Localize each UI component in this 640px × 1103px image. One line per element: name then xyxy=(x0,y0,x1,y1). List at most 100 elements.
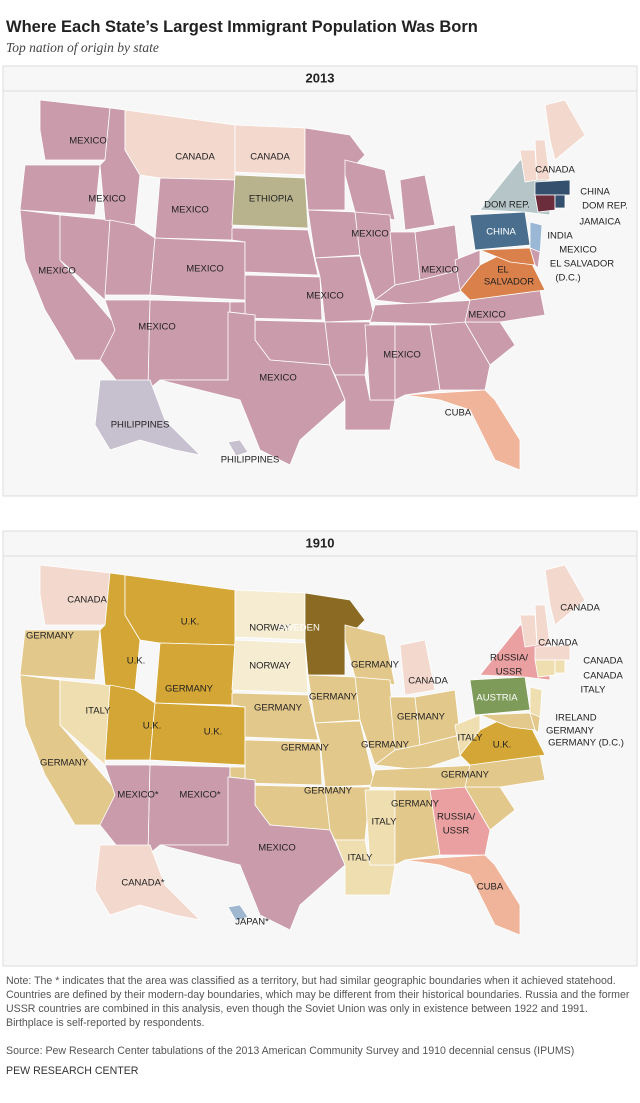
map-label: MEXICO xyxy=(421,265,458,276)
map-label: CANADA xyxy=(535,165,575,176)
map-label: ITALY xyxy=(458,733,484,744)
map-label: ITALY xyxy=(581,685,607,696)
map-label: SWEDEN xyxy=(278,623,320,634)
map-label: PHILIPPINES xyxy=(221,455,280,466)
year: 1910 xyxy=(306,535,335,550)
state xyxy=(334,374,396,431)
map-label: GERMANY xyxy=(397,712,446,723)
map-label: AUSTRIA xyxy=(476,693,518,704)
map-label: MEXICO xyxy=(88,194,125,205)
map-label: CANADA xyxy=(175,152,215,163)
map-label: RUSSIA/ xyxy=(490,653,528,664)
map-label: GERMANY xyxy=(309,692,358,703)
state xyxy=(454,714,481,756)
state xyxy=(334,839,396,896)
map-label: GERMANY (D.C.) xyxy=(548,738,624,749)
state xyxy=(404,389,521,471)
map-label: CANADA xyxy=(250,152,290,163)
state xyxy=(404,854,521,936)
map-label: MEXICO xyxy=(259,373,296,384)
state xyxy=(534,139,551,181)
map-label: NORWAY xyxy=(249,661,291,672)
map-label: CUBA xyxy=(477,882,504,893)
map-label: CANADA xyxy=(67,595,107,606)
state xyxy=(399,639,436,696)
state xyxy=(39,99,111,161)
state xyxy=(429,786,491,856)
map-label: CANADA xyxy=(560,603,600,614)
credit: PEW RESEARCH CENTER xyxy=(6,1065,139,1077)
state xyxy=(544,564,586,626)
state xyxy=(154,642,236,706)
map-label: DOM REP. xyxy=(582,201,628,212)
state xyxy=(534,659,556,678)
map-label: EL SALVADOR xyxy=(550,259,614,270)
map-label: MEXICO xyxy=(559,245,596,256)
state xyxy=(159,311,346,466)
state xyxy=(394,789,441,866)
map-label: RUSSIA/ xyxy=(437,812,475,823)
state xyxy=(394,324,441,401)
map-label: MEXICO xyxy=(171,205,208,216)
map-label: MEXICO* xyxy=(179,790,220,801)
map-label: GERMANY xyxy=(40,758,89,769)
state xyxy=(231,692,319,741)
state xyxy=(19,629,101,681)
map-label: USSR xyxy=(443,826,470,837)
map-label: MEXICO xyxy=(383,350,420,361)
map-label: U.K. xyxy=(143,721,161,732)
map-label: GERMANY xyxy=(254,703,303,714)
state xyxy=(94,844,202,921)
state xyxy=(534,604,551,646)
state xyxy=(314,720,376,788)
state xyxy=(149,702,246,766)
map-label: CANADA xyxy=(538,638,578,649)
map-label: CANADA* xyxy=(121,878,165,889)
map-label: (D.C.) xyxy=(555,273,580,284)
state xyxy=(19,164,101,216)
state xyxy=(231,174,309,229)
state xyxy=(529,712,541,734)
map-label: U.K. xyxy=(204,727,222,738)
state xyxy=(534,194,556,213)
state xyxy=(314,255,376,323)
map-label: GERMANY xyxy=(304,786,353,797)
state xyxy=(364,324,396,401)
state xyxy=(39,564,111,626)
map-label: GERMANY xyxy=(165,684,214,695)
source: Source: Pew Research Center tabulations … xyxy=(6,1045,575,1057)
state xyxy=(227,439,249,457)
map-label: EL xyxy=(497,265,509,276)
map-label: ITALY xyxy=(86,706,112,717)
map-label: U.K. xyxy=(127,656,145,667)
map-label: GERMANY xyxy=(441,770,490,781)
state xyxy=(94,379,202,456)
state xyxy=(429,321,491,391)
map-label: U.K. xyxy=(181,617,199,628)
subtitle: Top nation of origin by state xyxy=(6,40,159,55)
map-label: JAPAN* xyxy=(235,917,269,928)
state xyxy=(304,127,366,211)
map-label: JAMAICA xyxy=(579,217,621,228)
year: 2013 xyxy=(306,70,335,85)
map-label: CHINA xyxy=(580,187,610,198)
state xyxy=(231,227,319,276)
map-label: MEXICO* xyxy=(117,790,158,801)
map-label: CUBA xyxy=(445,408,472,419)
map-label: GERMANY xyxy=(26,631,75,642)
map-label: PHILIPPINES xyxy=(111,420,170,431)
state xyxy=(534,644,571,661)
map-label: GERMANY xyxy=(281,743,330,754)
state xyxy=(324,321,371,376)
state xyxy=(554,659,566,674)
state xyxy=(534,179,571,196)
map-label: CANADA xyxy=(408,676,448,687)
map-label: MEXICO xyxy=(351,229,388,240)
state xyxy=(147,299,231,391)
map-label: U.K. xyxy=(493,740,511,751)
note: Note: The * indicates that the area was … xyxy=(6,975,630,1029)
map-label: SALVADOR xyxy=(484,277,534,288)
state xyxy=(544,99,586,161)
state xyxy=(529,247,541,269)
state xyxy=(304,592,366,676)
